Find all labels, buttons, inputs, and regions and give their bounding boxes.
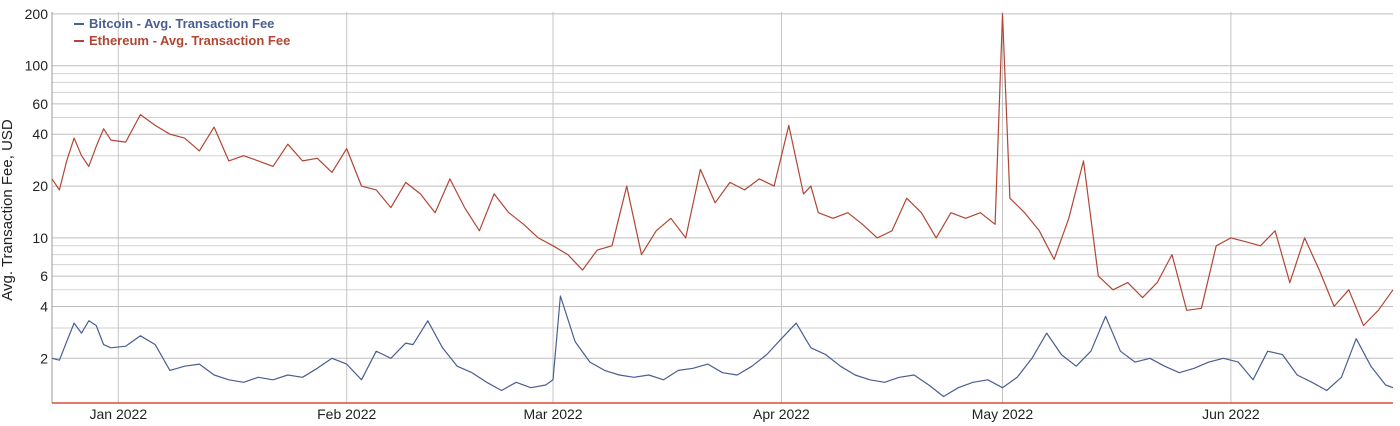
x-tick-label: Feb 2022 (317, 406, 376, 422)
legend-label-ethereum: Ethereum - Avg. Transaction Fee (89, 33, 291, 48)
y-tick-label: 10 (32, 230, 48, 246)
series-line-bitcoin (51, 295, 1394, 398)
legend-item-ethereum[interactable]: Ethereum - Avg. Transaction Fee (74, 32, 290, 49)
x-tick-label: Jan 2022 (90, 406, 148, 422)
x-axis: Jan 2022 Feb 2022 Mar 2022 Apr 2022 May 2022… (90, 406, 1260, 422)
x-tick-label: Apr 2022 (753, 406, 810, 422)
legend-item-bitcoin[interactable]: Bitcoin - Avg. Transaction Fee (74, 15, 290, 32)
legend-swatch-ethereum (74, 39, 84, 42)
y-axis: 2 4 6 10 20 40 60 100 200 (25, 6, 49, 366)
y-tick-label: 6 (40, 268, 48, 284)
grid-lines (51, 12, 1393, 404)
y-tick-label: 2 (40, 350, 48, 366)
y-tick-label: 40 (32, 126, 48, 142)
legend: Bitcoin - Avg. Transaction Fee Ethereum … (74, 15, 290, 49)
series-line-ethereum (51, 13, 1394, 327)
y-tick-label: 60 (32, 96, 48, 112)
x-tick-label: Mar 2022 (523, 406, 582, 422)
x-tick-label: Jun 2022 (1202, 406, 1260, 422)
y-axis-title: Avg. Transaction Fee, USD (0, 119, 16, 301)
y-tick-label: 100 (25, 58, 49, 74)
y-tick-label: 4 (40, 298, 48, 314)
y-tick-label: 20 (32, 178, 48, 194)
legend-swatch-bitcoin (74, 22, 84, 25)
series-lines (51, 13, 1394, 398)
legend-label-bitcoin: Bitcoin - Avg. Transaction Fee (89, 16, 275, 31)
x-tick-label: May 2022 (972, 406, 1034, 422)
y-tick-label: 200 (25, 6, 49, 22)
y-axis-title-wrapper: Avg. Transaction Fee, USD (0, 119, 16, 301)
